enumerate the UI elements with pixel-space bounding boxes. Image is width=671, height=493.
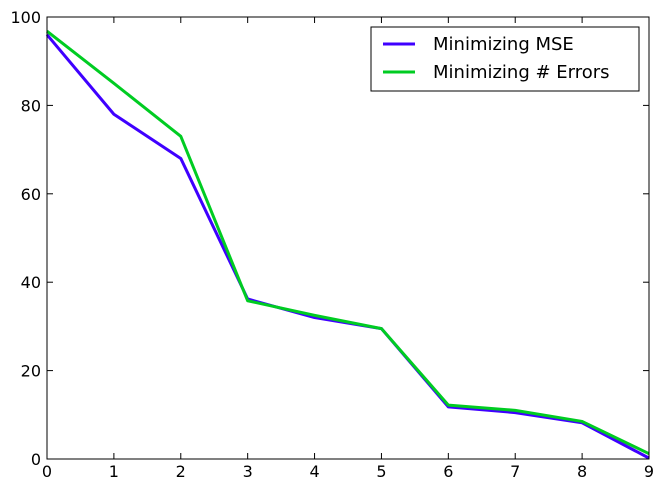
series-line-minimizing-errors — [46, 29, 650, 456]
legend-box — [370, 26, 640, 92]
x-tick-label: 6 — [443, 462, 453, 481]
y-tick-label: 40 — [21, 273, 41, 292]
x-tick-label: 4 — [309, 462, 319, 481]
x-tick-label: 1 — [109, 462, 119, 481]
axis-tick-labels: 0 1 2 3 4 5 6 7 8 9 0 20 40 60 80 100 — [10, 8, 654, 481]
axis-ticks — [46, 16, 650, 460]
x-tick-label: 7 — [510, 462, 520, 481]
legend: Minimizing MSE Minimizing # Errors — [370, 26, 640, 92]
x-tick-label: 8 — [577, 462, 587, 481]
y-tick-label: 100 — [10, 8, 41, 27]
y-tick-label: 0 — [31, 450, 41, 469]
legend-label-minimizing-mse: Minimizing MSE — [433, 34, 574, 55]
y-tick-label: 60 — [21, 185, 41, 204]
x-tick-label: 0 — [42, 462, 52, 481]
y-tick-label: 20 — [21, 362, 41, 381]
x-tick-label: 2 — [176, 462, 186, 481]
legend-label-minimizing-errors: Minimizing # Errors — [433, 62, 610, 83]
x-tick-label: 9 — [644, 462, 654, 481]
x-tick-label: 5 — [376, 462, 386, 481]
x-tick-label: 3 — [243, 462, 253, 481]
series-lines — [45, 29, 650, 460]
plot-frame — [46, 16, 650, 460]
y-tick-label: 80 — [21, 96, 41, 115]
